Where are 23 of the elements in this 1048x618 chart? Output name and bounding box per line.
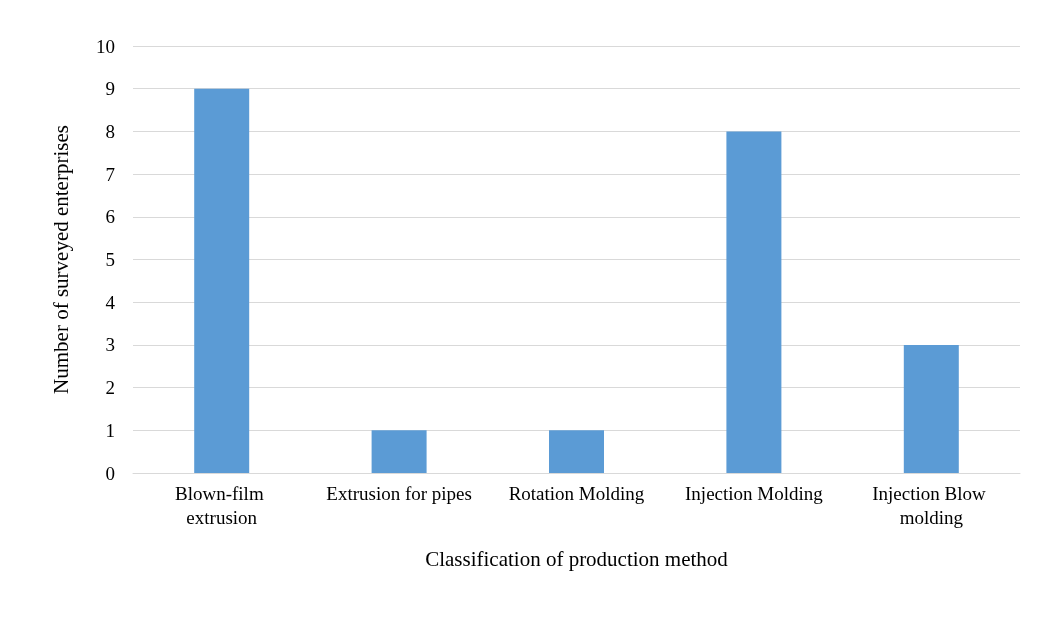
y-tick-label: 0 [105, 462, 115, 484]
bar [194, 88, 250, 473]
x-tick-label: Blown-film extrusion [174, 482, 269, 528]
x-axis-title: Classification of production method [425, 546, 729, 571]
x-tick-label: Extrusion for pipes [326, 482, 472, 504]
x-tick-label: Injection Molding [685, 482, 824, 504]
bar [903, 344, 959, 473]
y-axis-title: Number of surveyed enterprises [48, 125, 73, 394]
y-tick-label: 8 [105, 120, 115, 142]
y-tick-label: 5 [105, 249, 115, 270]
y-tick-label: 4 [105, 291, 116, 313]
bar [726, 131, 782, 473]
y-tick-label: 9 [105, 78, 115, 100]
y-tick-label: 2 [105, 377, 115, 399]
x-tick-label: Injection Blow molding [872, 482, 991, 528]
y-tick-label: 10 [96, 35, 115, 57]
y-tick-label: 7 [105, 163, 115, 185]
y-tick-label: 3 [105, 334, 115, 356]
x-tick-label: Rotation Molding [508, 482, 645, 504]
y-tick-label: 1 [105, 419, 115, 441]
bar [371, 430, 427, 473]
bar [549, 430, 604, 473]
y-tick-label: 6 [105, 206, 115, 228]
